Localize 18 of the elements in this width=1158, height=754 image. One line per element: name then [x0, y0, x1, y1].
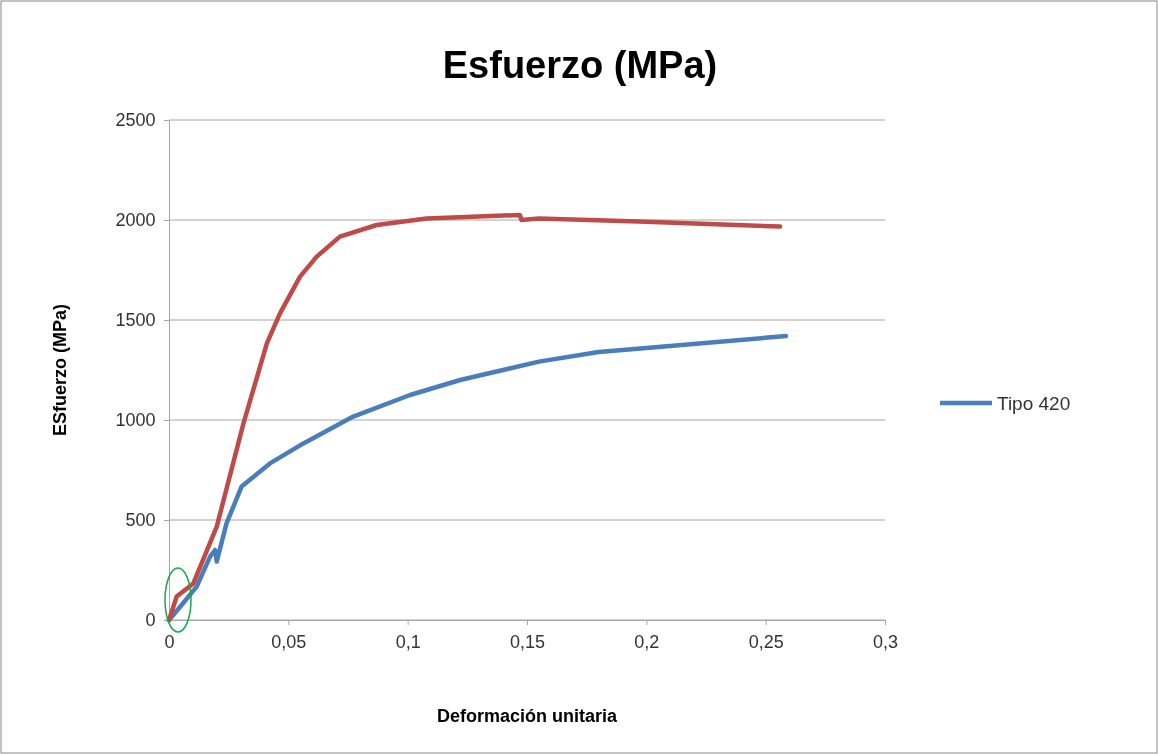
- x-tick-label: 0,3: [872, 631, 899, 652]
- x-tick-label: 0,2: [634, 631, 660, 652]
- x-tick-label: 0,25: [748, 631, 784, 652]
- y-axis-title: ESfuerzo (MPa): [50, 303, 70, 437]
- y-tick-label: 1000: [115, 410, 156, 431]
- x-tick-label: 0: [164, 631, 175, 652]
- line-series: [166, 212, 783, 623]
- x-tick-label: 0,05: [271, 631, 307, 652]
- chart-title: Esfuerzo (MPa): [442, 44, 718, 86]
- y-tick-label: 2000: [115, 210, 156, 231]
- y-tick-label: 2500: [115, 110, 156, 131]
- y-tick-label: 500: [125, 510, 156, 531]
- x-axis-title: Deformación unitaria: [436, 706, 618, 726]
- y-tick-label: 1500: [115, 310, 156, 331]
- legend-label: Tipo 420: [997, 393, 1071, 414]
- x-tick-label: 0,1: [395, 631, 421, 652]
- x-tick-label: 0,15: [509, 631, 546, 652]
- y-tick-label: 0: [145, 610, 156, 631]
